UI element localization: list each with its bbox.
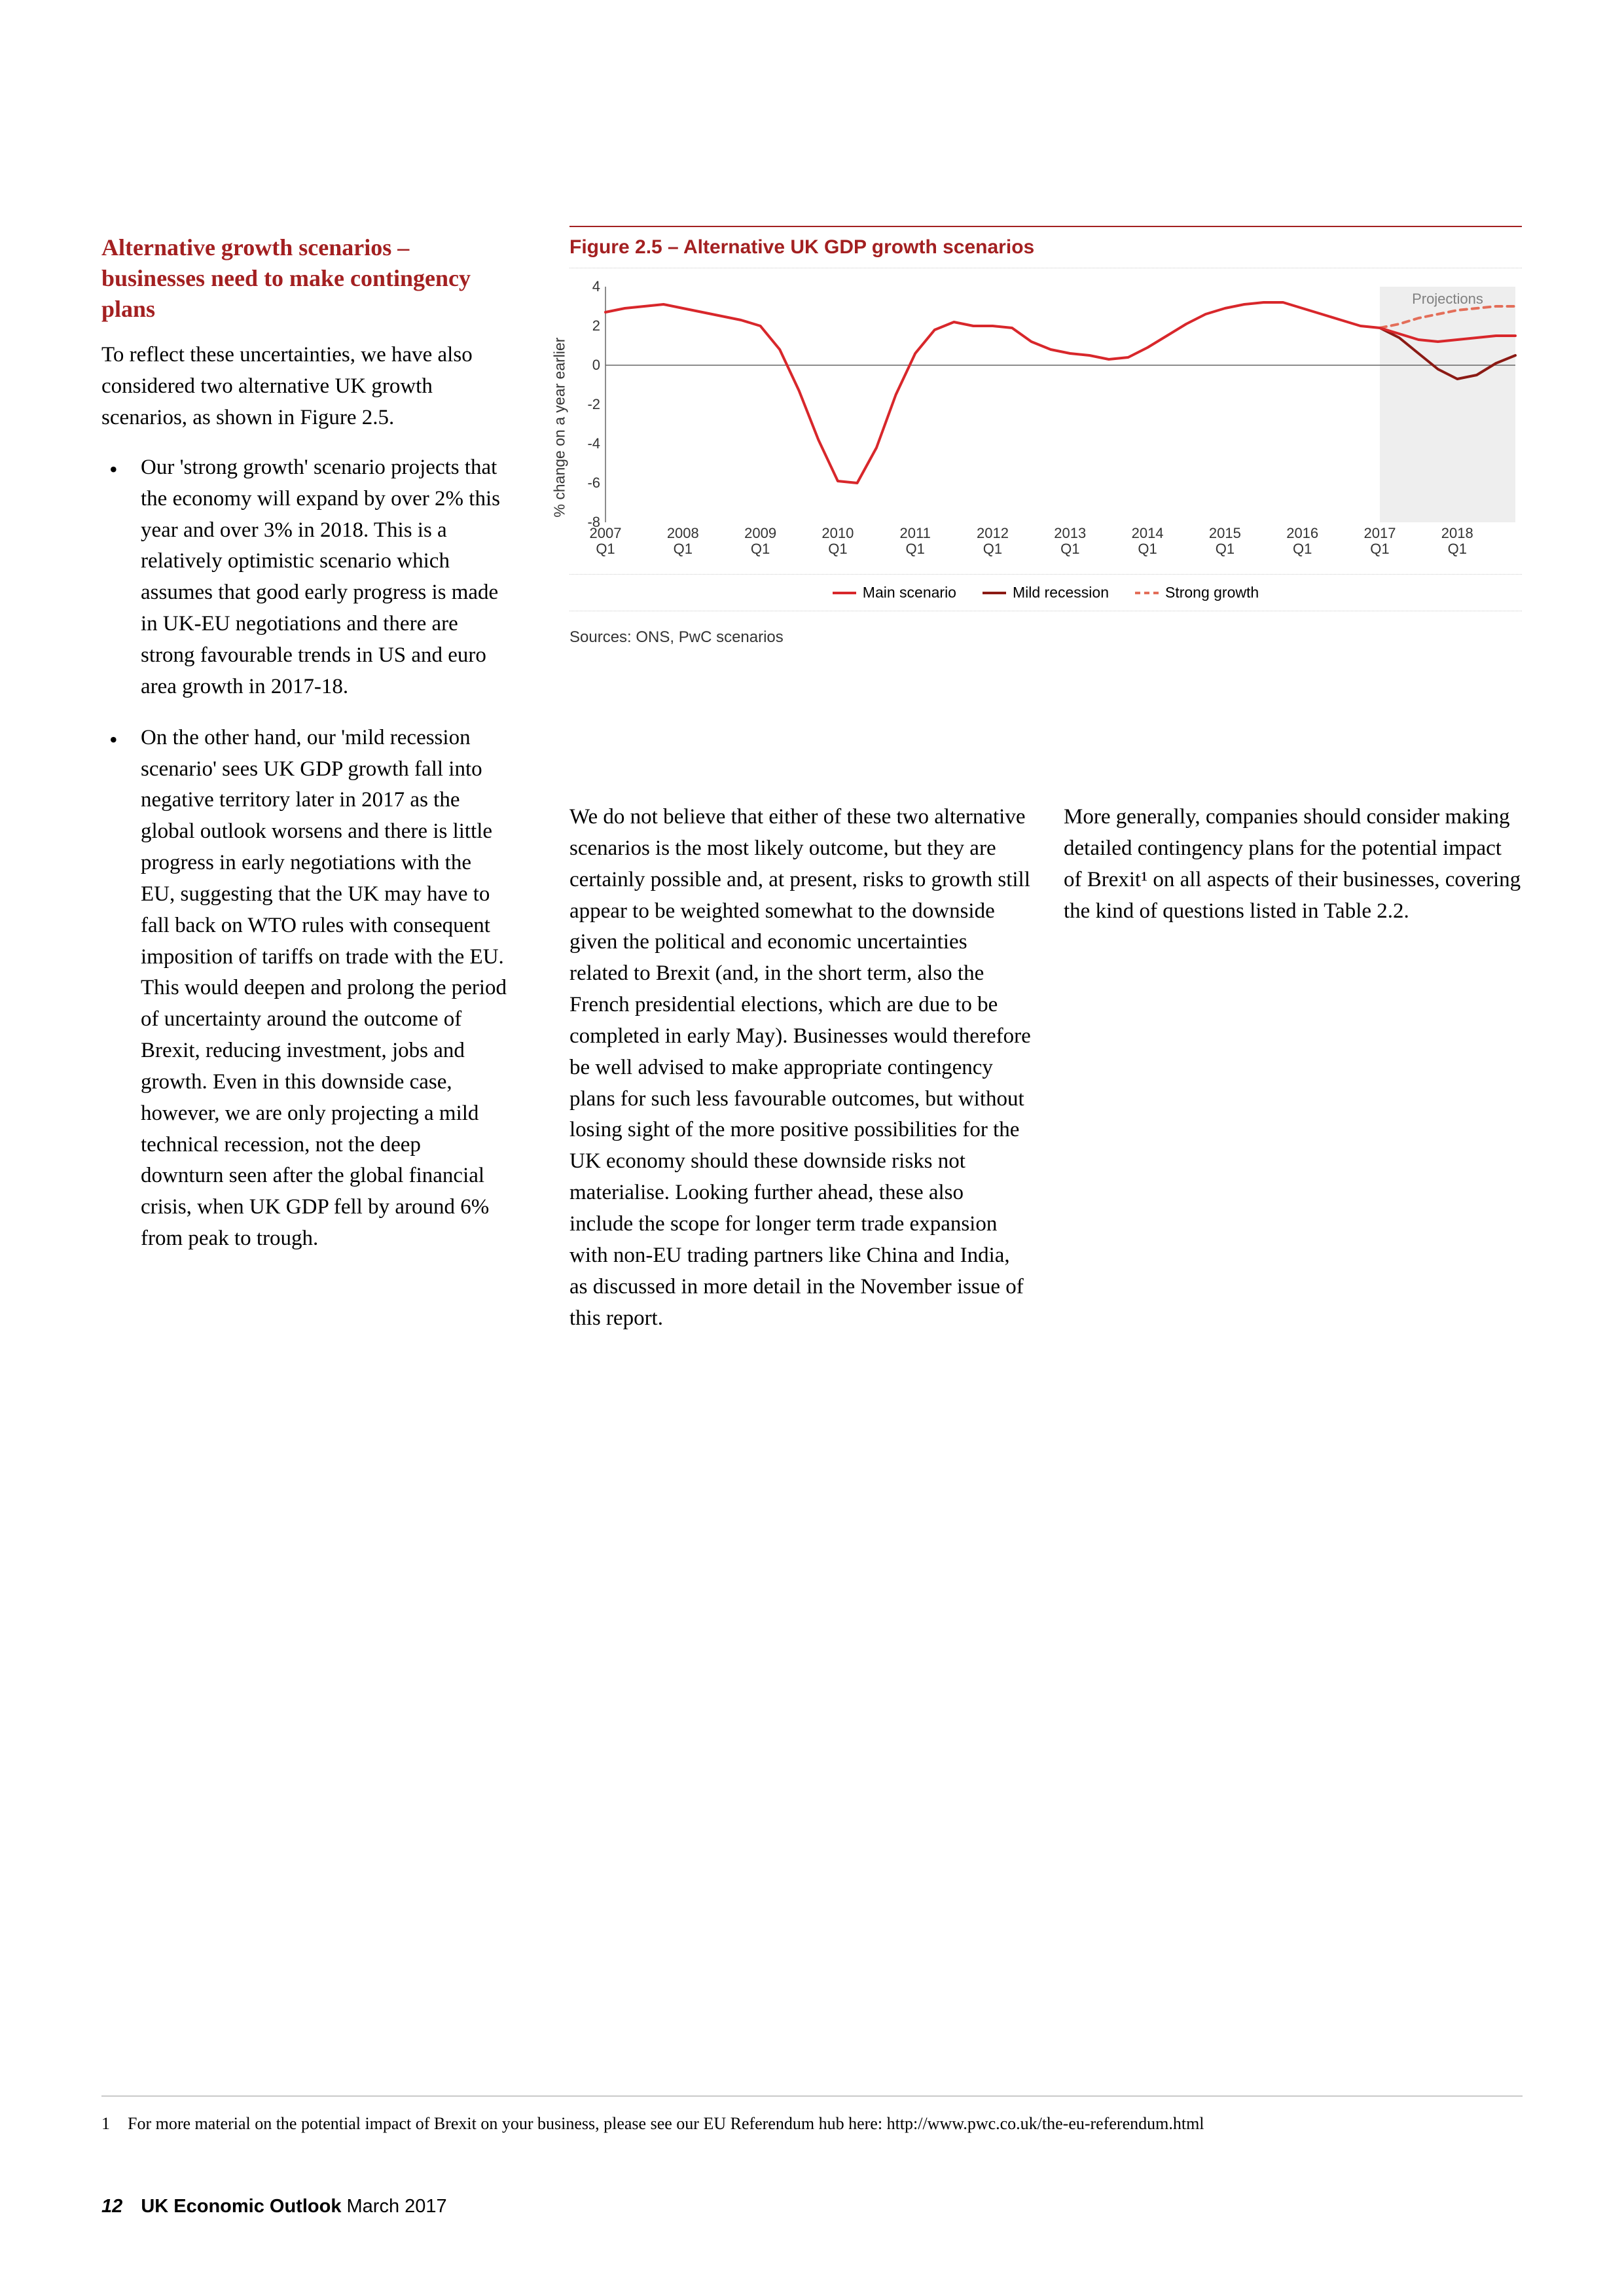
svg-text:0: 0: [592, 357, 600, 373]
svg-text:2016: 2016: [1286, 525, 1318, 541]
legend-swatch: [833, 592, 856, 594]
svg-text:Q1: Q1: [1293, 541, 1312, 557]
page-footer: 12 UK Economic Outlook March 2017: [101, 2196, 447, 2217]
footnote-number: 1: [101, 2114, 128, 2134]
intro-paragraph: To reflect these uncertainties, we have …: [101, 340, 507, 434]
svg-text:2012: 2012: [977, 525, 1009, 541]
svg-text:2018: 2018: [1441, 525, 1473, 541]
chart-wrap: % change on a year earlier 420-2-4-6-820…: [569, 280, 1522, 575]
legend-swatch: [1135, 592, 1159, 594]
chart-sources: Sources: ONS, PwC scenarios: [569, 628, 1522, 647]
svg-text:2017: 2017: [1364, 525, 1396, 541]
svg-text:2011: 2011: [900, 525, 931, 541]
svg-text:2008: 2008: [667, 525, 699, 541]
legend-item: Main scenario: [833, 584, 956, 601]
chart-legend: Main scenario Mild recession Strong growth: [569, 575, 1522, 611]
svg-text:4: 4: [592, 280, 600, 295]
chart-title: Figure 2.5 – Alternative UK GDP growth s…: [569, 236, 1522, 268]
svg-text:Projections: Projections: [1412, 291, 1483, 307]
svg-text:2013: 2013: [1054, 525, 1086, 541]
right-paragraph: More generally, companies should conside…: [1064, 802, 1522, 927]
right-column: More generally, companies should conside…: [1064, 802, 1522, 927]
chart-yaxis-label: % change on a year earlier: [551, 337, 569, 517]
svg-text:2: 2: [592, 317, 600, 334]
footnote: 1 For more material on the potential imp…: [101, 2114, 1523, 2134]
svg-text:Q1: Q1: [751, 541, 770, 557]
footer-title: UK Economic Outlook: [141, 2196, 341, 2217]
chart-top-rule: [569, 226, 1522, 227]
svg-text:-2: -2: [587, 396, 600, 412]
footer-date: March 2017: [341, 2196, 446, 2217]
svg-text:2015: 2015: [1209, 525, 1241, 541]
svg-text:Q1: Q1: [1216, 541, 1235, 557]
legend-swatch: [983, 592, 1006, 594]
page-content: Alternative growth scenarios – businesse…: [101, 232, 1523, 2217]
section-heading: Alternative growth scenarios – businesse…: [101, 232, 507, 324]
left-column: Alternative growth scenarios – businesse…: [101, 232, 507, 1274]
svg-text:Q1: Q1: [1138, 541, 1157, 557]
svg-text:Q1: Q1: [1370, 541, 1389, 557]
svg-text:-4: -4: [587, 435, 600, 452]
page-number: 12: [101, 2196, 122, 2217]
chart-svg: 420-2-4-6-82007Q12008Q12009Q12010Q12011Q…: [569, 280, 1522, 562]
svg-text:2007: 2007: [590, 525, 622, 541]
legend-label: Main scenario: [863, 584, 956, 601]
svg-text:2009: 2009: [744, 525, 776, 541]
legend-item: Mild recession: [983, 584, 1109, 601]
svg-text:Q1: Q1: [983, 541, 1002, 557]
svg-text:-6: -6: [587, 475, 600, 491]
legend-item: Strong growth: [1135, 584, 1259, 601]
svg-text:2014: 2014: [1132, 525, 1164, 541]
mid-paragraph: We do not believe that either of these t…: [569, 802, 1031, 1334]
legend-label: Strong growth: [1165, 584, 1259, 601]
footnote-text: For more material on the potential impac…: [128, 2114, 1204, 2134]
bullet-list: Our 'strong growth' scenario projects th…: [101, 452, 507, 1255]
legend-label: Mild recession: [1013, 584, 1109, 601]
svg-text:Q1: Q1: [906, 541, 925, 557]
middle-column: We do not believe that either of these t…: [569, 802, 1031, 1334]
svg-text:2010: 2010: [821, 525, 854, 541]
svg-text:Q1: Q1: [596, 541, 615, 557]
bullet-mild-recession: On the other hand, our 'mild recession s…: [101, 723, 507, 1255]
bullet-strong-growth: Our 'strong growth' scenario projects th…: [101, 452, 507, 703]
svg-text:Q1: Q1: [1060, 541, 1079, 557]
svg-text:Q1: Q1: [674, 541, 693, 557]
svg-text:Q1: Q1: [828, 541, 847, 557]
chart-block: Figure 2.5 – Alternative UK GDP growth s…: [569, 226, 1522, 647]
svg-text:Q1: Q1: [1448, 541, 1467, 557]
